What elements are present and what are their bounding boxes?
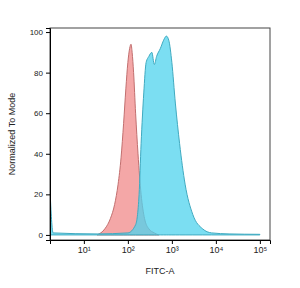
x-tick-label: 10² — [122, 245, 135, 255]
x-axis-title: FITC-A — [146, 266, 175, 276]
chart: 10¹ 10² 10³ 10⁴ 10⁵ 0 20 40 60 80 100 FITC-A Normali… — [0, 0, 300, 288]
y-tick-mark — [46, 194, 50, 195]
x-tick-mark — [260, 240, 261, 244]
plot: 10¹ 10² 10³ 10⁴ 10⁵ 0 20 40 60 80 100 — [30, 28, 271, 255]
y-tick: 0 — [39, 231, 50, 240]
y-tick: 100 — [30, 28, 50, 37]
x-tick-mark — [84, 240, 85, 244]
y-tick-label: 60 — [34, 109, 43, 118]
y-axis: 0 20 40 60 80 100 — [30, 28, 51, 240]
x-axis-line — [51, 241, 271, 245]
y-tick-label: 20 — [34, 190, 43, 199]
y-tick: 80 — [34, 69, 50, 78]
y-tick-label: 100 — [30, 28, 44, 37]
x-tick-mark — [128, 240, 129, 244]
y-tick-mark — [46, 235, 50, 236]
plot-frame — [50, 28, 270, 240]
x-tick-mark — [216, 240, 217, 244]
y-tick-mark — [46, 73, 50, 74]
y-tick: 40 — [34, 150, 50, 159]
y-tick: 60 — [34, 109, 50, 118]
x-tick-label: 10⁴ — [209, 245, 223, 255]
x-tick-label: 10⁵ — [253, 245, 267, 255]
marks — [50, 36, 260, 235]
x-tick: 10⁵ — [253, 240, 267, 255]
histogram-area — [50, 36, 260, 235]
x-tick: 10³ — [166, 240, 179, 255]
y-tick: 20 — [34, 190, 50, 199]
x-tick-mark — [172, 240, 173, 244]
x-tick: 10⁴ — [209, 240, 223, 255]
x-tick: 10¹ — [78, 240, 91, 255]
x-tick-label: 10¹ — [78, 245, 91, 255]
y-tick-mark — [46, 113, 50, 114]
x-axis: 10¹ 10² 10³ 10⁴ 10⁵ — [51, 240, 271, 255]
y-tick-label: 40 — [34, 150, 43, 159]
y-tick-label: 0 — [39, 231, 44, 240]
y-tick-label: 80 — [34, 69, 43, 78]
y-tick-mark — [46, 32, 50, 33]
y-axis-title: Normalized To Mode — [7, 93, 17, 175]
x-tick-label: 10³ — [166, 245, 179, 255]
x-tick: 10² — [122, 240, 135, 255]
y-tick-mark — [46, 154, 50, 155]
y-axis-line — [46, 29, 51, 241]
